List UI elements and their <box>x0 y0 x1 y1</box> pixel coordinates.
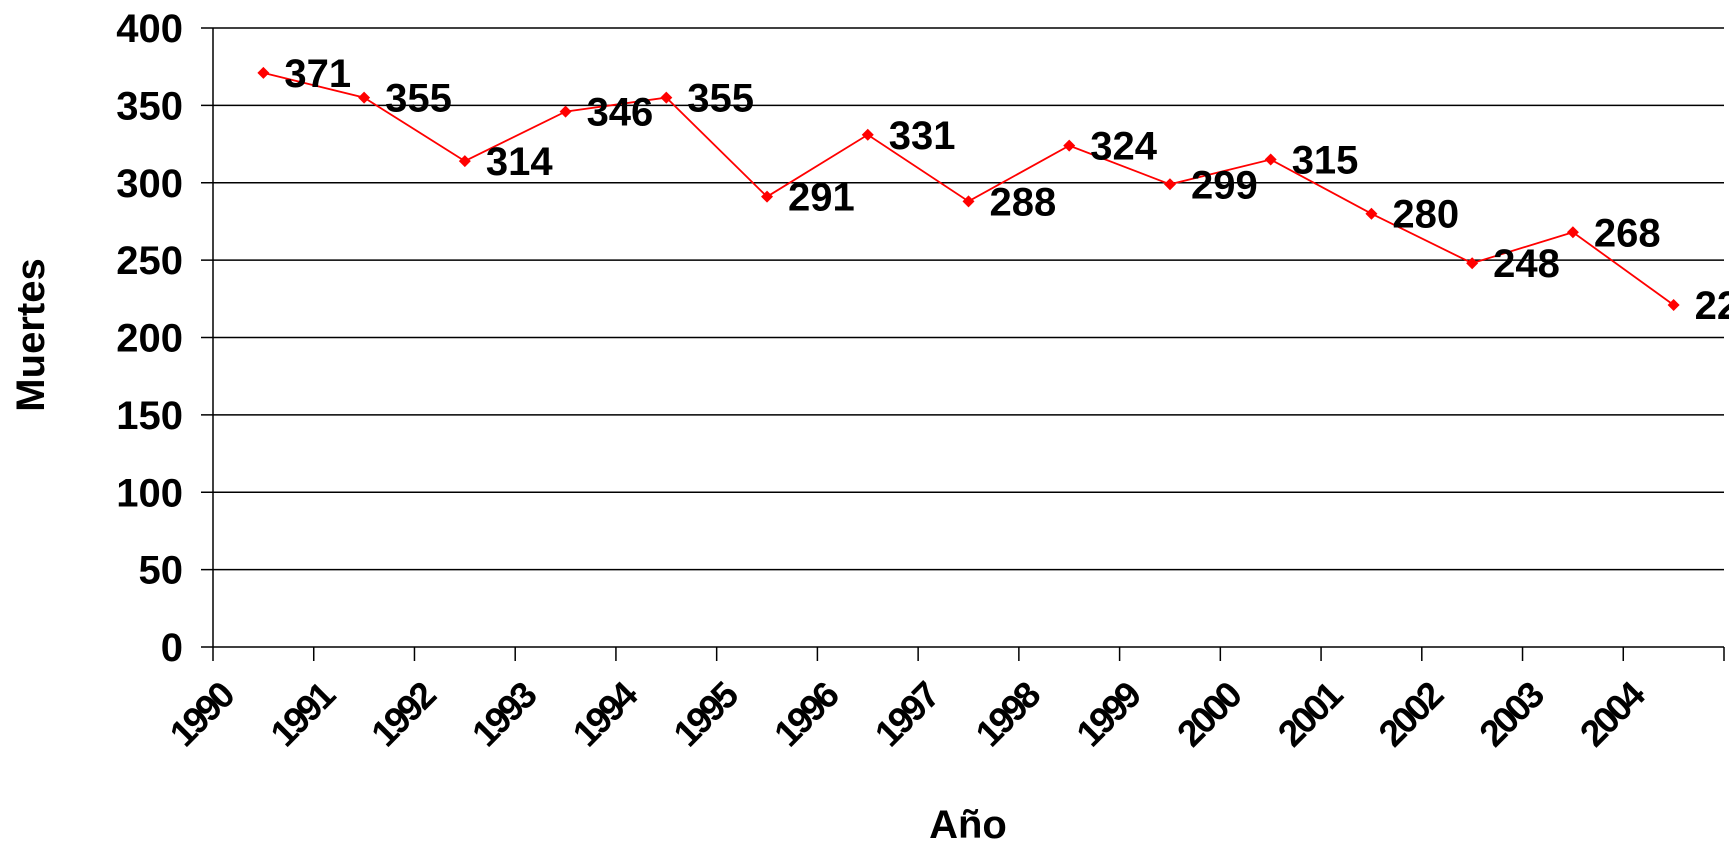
data-point <box>1163 178 1176 191</box>
x-tick-label: 1999 <box>1069 674 1149 754</box>
data-point <box>761 190 774 203</box>
y-tick-label: 50 <box>139 549 184 593</box>
y-tick-label: 200 <box>116 317 183 361</box>
y-axis-ticks: 0 50 100 150 200 250 300 350 400 <box>116 7 213 670</box>
data-label: 371 <box>284 52 351 96</box>
y-tick-label: 0 <box>161 626 183 670</box>
gridlines <box>213 27 1724 571</box>
series <box>257 66 1680 312</box>
x-tick-label: 1992 <box>363 674 443 754</box>
data-label: 280 <box>1392 193 1459 237</box>
x-tick-label: 1990 <box>162 674 242 754</box>
y-tick-label: 100 <box>116 471 183 515</box>
x-tick-label: 1993 <box>464 674 544 754</box>
data-point <box>1063 139 1076 152</box>
y-tick-label: 250 <box>116 239 183 283</box>
data-label: 346 <box>587 91 654 135</box>
series-line <box>263 72 1675 306</box>
data-label: 299 <box>1191 163 1258 207</box>
y-tick-label: 400 <box>116 7 183 51</box>
data-label: 268 <box>1594 211 1661 255</box>
data-label: 248 <box>1493 242 1560 286</box>
x-tick-label: 2000 <box>1169 674 1249 754</box>
x-tick-label: 2002 <box>1371 674 1451 754</box>
data-point <box>257 66 270 79</box>
data-label: 221 <box>1695 284 1729 328</box>
data-labels: 371 355 314 346 355 291 331 288 324 299 315 280 248 2… <box>284 52 1729 328</box>
data-point <box>962 195 975 208</box>
data-label: 355 <box>687 77 754 121</box>
data-label: 324 <box>1090 125 1157 169</box>
data-point <box>1365 207 1378 220</box>
y-tick-label: 150 <box>116 394 183 438</box>
data-label: 314 <box>486 140 553 184</box>
y-tick-label: 350 <box>116 84 183 128</box>
data-point <box>660 91 673 104</box>
data-point <box>1566 226 1579 239</box>
x-axis-title: Año <box>929 803 1007 847</box>
y-axis-title: Muertes <box>9 258 53 411</box>
data-point <box>559 105 572 118</box>
data-label: 288 <box>990 180 1057 224</box>
data-point <box>1466 257 1479 270</box>
x-tick-label: 1995 <box>666 674 746 754</box>
data-point <box>1667 299 1680 312</box>
data-point <box>358 91 371 104</box>
y-tick-label: 300 <box>116 162 183 206</box>
x-tick-label: 2001 <box>1270 674 1350 754</box>
x-tick-label: 2003 <box>1471 674 1551 754</box>
data-point <box>861 128 874 141</box>
x-tick-label: 1998 <box>968 674 1048 754</box>
x-tick-label: 1997 <box>867 675 947 755</box>
data-point <box>1264 153 1277 166</box>
data-label: 355 <box>385 77 452 121</box>
x-axis-ticks: 1990 1991 1992 1993 1994 1995 1996 1997 1998 1999… <box>162 647 1725 755</box>
data-label: 291 <box>788 176 855 220</box>
x-tick-label: 1996 <box>766 674 846 754</box>
x-tick-label: 2004 <box>1572 673 1653 754</box>
data-label: 331 <box>889 114 956 158</box>
data-point <box>458 155 471 168</box>
x-tick-label: 1994 <box>565 673 646 754</box>
data-label: 315 <box>1292 139 1359 183</box>
x-tick-label: 1991 <box>263 674 343 754</box>
